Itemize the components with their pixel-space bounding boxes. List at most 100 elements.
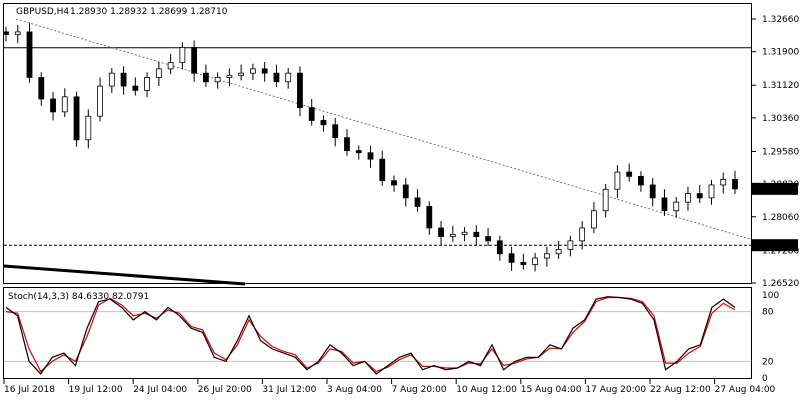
stoch-tick-label: 20	[762, 357, 774, 367]
candle-body	[61, 96, 68, 113]
candle-body	[626, 171, 633, 177]
candle-body	[591, 210, 597, 229]
candle-body	[226, 74, 233, 78]
axes-layer: 1.326601.319001.311201.303601.295801.288…	[3, 15, 799, 395]
candle-body	[391, 180, 397, 186]
price-tick-label: 1.27280	[762, 246, 799, 256]
time-tick-label: 22 Aug 12:00	[650, 385, 711, 395]
price-tick-label: 1.31120	[762, 81, 799, 91]
support-price-box	[752, 239, 798, 252]
candle-body	[202, 72, 209, 83]
candle-body	[438, 227, 444, 237]
current-price-box	[752, 182, 798, 195]
candle-body	[543, 253, 550, 259]
candle-body	[638, 175, 644, 186]
candle-body	[38, 77, 45, 100]
time-tick-label: 10 Aug 12:00	[456, 385, 517, 395]
stoch-indicator-label: Stoch(14,3,3) 84.6330 82.0791	[8, 292, 149, 302]
price-tick-label: 1.26520	[762, 279, 799, 289]
time-tick-label: 27 Aug 04:00	[715, 385, 776, 395]
candle-body	[108, 72, 115, 87]
main-chart-frame	[3, 3, 752, 284]
candle-body	[496, 240, 503, 255]
candles-layer	[3, 23, 738, 272]
candle-body	[250, 68, 256, 74]
candle-body	[567, 240, 574, 250]
symbol-timeframe-label: GBPUSD,H4	[16, 7, 69, 17]
candle-body	[649, 184, 656, 199]
time-tick-label: 26 Jul 20:00	[198, 385, 252, 395]
time-tick-label: 31 Jul 12:00	[262, 385, 316, 395]
candle-body	[332, 124, 339, 139]
price-tick-label: 1.30360	[762, 114, 799, 124]
candle-body	[355, 150, 362, 154]
candle-body	[449, 234, 456, 237]
current-price-label: 1.28710	[758, 185, 795, 195]
time-tick-label: 24 Jul 04:00	[133, 385, 187, 395]
candle-body	[708, 184, 715, 199]
time-tick-label: 16 Jul 2018	[4, 385, 55, 395]
candle-body	[520, 261, 527, 265]
candle-body	[673, 201, 680, 212]
candle-body	[261, 68, 268, 74]
candle-body	[3, 31, 9, 35]
ohlc-label: 1.28930 1.28932 1.28699 1.28710	[70, 7, 228, 17]
candle-body	[85, 115, 92, 141]
time-tick-label: 17 Aug 20:00	[585, 385, 646, 395]
candle-body	[179, 46, 186, 63]
stoch-main-line	[5, 296, 736, 375]
candle-body	[120, 72, 127, 87]
candle-body	[26, 31, 33, 78]
candle-body	[50, 98, 56, 113]
candle-body	[14, 31, 21, 35]
candle-body	[167, 62, 174, 70]
candle-body	[238, 72, 245, 76]
thick-trend-segment	[3, 264, 246, 286]
stoch-tick-label: 100	[762, 291, 779, 301]
candle-body	[144, 77, 150, 91]
candle-body	[379, 158, 386, 182]
time-tick-label: 7 Aug 20:00	[392, 385, 447, 395]
candle-body	[661, 197, 668, 212]
candle-body	[214, 77, 221, 83]
candle-body	[73, 96, 80, 141]
candle-body	[155, 68, 162, 78]
candle-body	[402, 184, 409, 199]
time-tick-label: 19 Jul 12:00	[69, 385, 123, 395]
time-tick-label: 15 Aug 04:00	[521, 385, 582, 395]
grid-layer	[3, 18, 752, 286]
candle-body	[508, 253, 515, 263]
candle-body	[132, 85, 139, 91]
candle-body	[461, 231, 468, 235]
stoch-layer	[4, 296, 751, 375]
time-tick-label: 3 Aug 04:00	[327, 385, 382, 395]
stoch-tick-label: 80	[762, 308, 774, 318]
price-tick-label: 1.28060	[762, 213, 799, 223]
candle-body	[344, 137, 350, 151]
candle-body	[720, 178, 727, 186]
support-price-label: 1.27399	[758, 242, 795, 252]
candle-body	[308, 107, 315, 121]
candle-body	[579, 227, 586, 242]
candle-body	[485, 236, 491, 242]
candle-body	[367, 152, 374, 160]
price-tick-label: 1.32660	[762, 15, 799, 25]
candle-body	[696, 193, 703, 199]
candle-body	[532, 257, 539, 265]
candle-body	[414, 197, 421, 207]
price-tick-label: 1.31900	[762, 48, 799, 58]
stoch-panel-frame	[3, 287, 752, 379]
candle-body	[191, 46, 198, 74]
candle-body	[473, 231, 480, 237]
candle-body	[732, 178, 738, 190]
stoch-tick-label: 0	[762, 374, 768, 384]
candle-body	[97, 85, 103, 117]
candle-body	[614, 171, 621, 190]
candle-body	[685, 193, 691, 203]
candle-body	[555, 249, 562, 255]
candle-body	[320, 120, 327, 126]
candle-body	[602, 188, 609, 212]
candle-body	[426, 206, 433, 229]
candle-body	[297, 72, 303, 108]
